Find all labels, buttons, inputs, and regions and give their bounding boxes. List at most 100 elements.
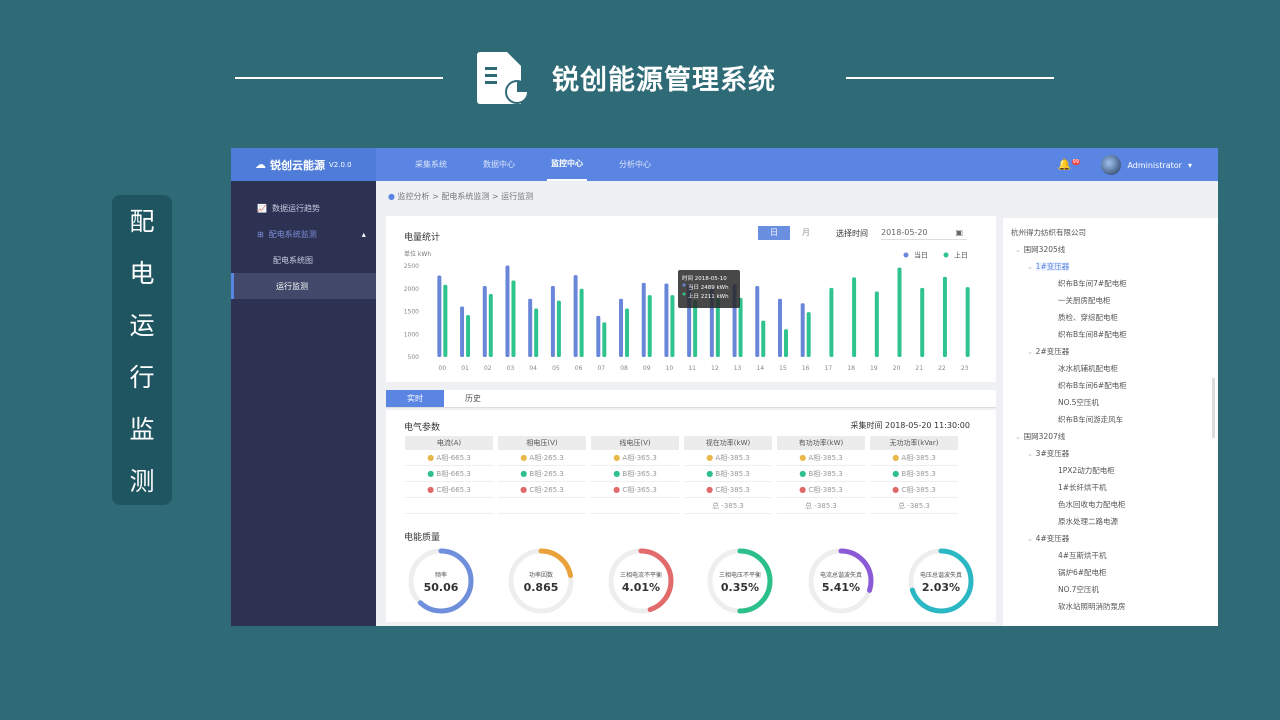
tree-node[interactable]: 1#长纤烘干机 bbox=[1058, 483, 1107, 492]
column-header: 电流(A) bbox=[405, 436, 493, 450]
bar-today-15[interactable] bbox=[777, 298, 782, 357]
legend-label[interactable]: 当日 bbox=[914, 251, 928, 260]
bar-yesterday-20[interactable] bbox=[897, 267, 902, 357]
tree-node[interactable]: 织布B车间8#配电柜 bbox=[1058, 330, 1127, 339]
tree-node[interactable]: 织布B车间游走风车 bbox=[1058, 415, 1124, 424]
user-name: Administrator bbox=[1127, 160, 1182, 170]
gauge-value: 2.03% bbox=[921, 581, 961, 594]
bar-yesterday-19[interactable] bbox=[874, 291, 879, 357]
bar-yesterday-18[interactable] bbox=[852, 277, 857, 357]
sidebar-item-diagram[interactable]: 配电系统图 bbox=[273, 255, 313, 265]
bar-yesterday-00[interactable] bbox=[443, 284, 448, 357]
table-cell: ● A相-665.3 bbox=[405, 450, 493, 466]
tree-node[interactable]: 4#互斯烘干机 bbox=[1058, 551, 1107, 560]
tree-node[interactable]: ⌄ 1#变压器 bbox=[1027, 262, 1070, 271]
bar-today-09[interactable] bbox=[641, 282, 646, 357]
bar-yesterday-01[interactable] bbox=[466, 315, 471, 357]
document-chart-icon bbox=[477, 52, 529, 104]
bar-yesterday-21[interactable] bbox=[920, 287, 925, 357]
bar-yesterday-07[interactable] bbox=[602, 322, 607, 357]
bar-yesterday-06[interactable] bbox=[579, 288, 584, 357]
gauge-ring bbox=[908, 548, 974, 614]
table-cell: ● B相-665.3 bbox=[405, 466, 493, 482]
nav-monitor[interactable]: 监控中心 bbox=[547, 148, 587, 181]
tree-node[interactable]: 织布B车间6#配电柜 bbox=[1058, 381, 1127, 390]
collect-time: 采集时间 2018-05-20 11:30:00 bbox=[850, 421, 970, 430]
bar-today-00[interactable] bbox=[437, 275, 442, 357]
bar-today-02[interactable] bbox=[482, 286, 487, 357]
bell-icon[interactable]: 🔔99 bbox=[1057, 158, 1080, 171]
tree-scrollbar[interactable] bbox=[1212, 378, 1215, 438]
table-cell: ● C相-385.3 bbox=[777, 482, 865, 498]
bar-yesterday-03[interactable] bbox=[511, 280, 516, 357]
gauge-label: 功率因数 bbox=[528, 572, 553, 579]
tree-node[interactable]: 杭州得力纺织有限公司 bbox=[1011, 228, 1086, 237]
bar-today-08[interactable] bbox=[619, 298, 624, 357]
tree-node[interactable]: 织布B车间7#配电柜 bbox=[1058, 279, 1127, 288]
calendar-icon: ▣ bbox=[955, 228, 963, 237]
tree-node[interactable]: NO.5空压机 bbox=[1058, 398, 1099, 407]
user-menu[interactable]: Administrator ▾ bbox=[1101, 155, 1192, 175]
tree-node[interactable]: 锅炉6#配电柜 bbox=[1058, 568, 1107, 577]
nav-data[interactable]: 数据中心 bbox=[483, 160, 515, 169]
bar-today-16[interactable] bbox=[800, 303, 805, 357]
tree-node[interactable]: ⌄ 国网3205线 bbox=[1015, 245, 1066, 254]
bar-yesterday-05[interactable] bbox=[556, 300, 561, 357]
tree-node[interactable]: ⌄ 3#变压器 bbox=[1027, 449, 1070, 458]
tree-node[interactable]: ⌄ 2#变压器 bbox=[1027, 347, 1070, 356]
month-button[interactable]: 月 bbox=[802, 228, 810, 237]
top-bar: ☁ 锐创云能源 V2.0.0 采集系统 数据中心 监控中心 分析中心 🔔99 Adm… bbox=[231, 148, 1218, 181]
day-button[interactable]: 日 bbox=[758, 226, 790, 240]
bar-today-05[interactable] bbox=[550, 286, 555, 357]
sidebar-item-trend[interactable]: 📈 数据运行趋势 bbox=[231, 195, 376, 221]
sidebar-item-running[interactable]: 运行监测 bbox=[231, 273, 376, 299]
nav-analysis[interactable]: 分析中心 bbox=[619, 160, 651, 169]
chevron-down-icon: ⌄ bbox=[1027, 347, 1036, 356]
x-tick-label: 20 bbox=[893, 365, 901, 372]
legend-label[interactable]: 上日 bbox=[954, 251, 968, 260]
tree-node[interactable]: NO.7空压机 bbox=[1058, 585, 1099, 594]
tree-node[interactable]: 一关厨房配电柜 bbox=[1058, 296, 1111, 305]
bar-yesterday-15[interactable] bbox=[783, 329, 788, 357]
bar-yesterday-02[interactable] bbox=[488, 293, 493, 357]
tab-history[interactable]: 历史 bbox=[465, 394, 481, 403]
gauge-label: 电流总谐波失真 bbox=[819, 572, 862, 579]
tree-node[interactable]: 色水回收电力配电柜 bbox=[1058, 500, 1126, 509]
bar-yesterday-09[interactable] bbox=[647, 295, 652, 357]
bar-yesterday-23[interactable] bbox=[965, 287, 970, 357]
bar-yesterday-08[interactable] bbox=[625, 308, 630, 357]
table-row: ● B相-665.3 ● B相-265.3 ● B相-365.3 ● B相-385.3… bbox=[405, 466, 958, 482]
tree-node[interactable]: 质检、穿综配电柜 bbox=[1058, 313, 1118, 322]
table-cell-total: 总 -385.3 bbox=[870, 498, 958, 514]
app-logo[interactable]: ☁ 锐创云能源 V2.0.0 bbox=[231, 148, 376, 181]
gauge-ring bbox=[408, 548, 474, 614]
bar-yesterday-14[interactable] bbox=[761, 320, 766, 357]
bar-today-06[interactable] bbox=[573, 275, 578, 357]
bar-yesterday-22[interactable] bbox=[942, 276, 947, 357]
bar-today-10[interactable] bbox=[664, 283, 669, 357]
tree-node[interactable]: 冰水机辅机配电柜 bbox=[1058, 364, 1118, 373]
nav-collect[interactable]: 采集系统 bbox=[415, 160, 447, 169]
bar-yesterday-11[interactable] bbox=[693, 300, 698, 357]
bar-yesterday-13[interactable] bbox=[738, 297, 743, 357]
bar-yesterday-12[interactable] bbox=[715, 297, 720, 357]
tree-node[interactable]: 软水站照明消防泵房 bbox=[1058, 602, 1126, 611]
bar-today-07[interactable] bbox=[596, 315, 601, 357]
tab-realtime[interactable]: 实时 bbox=[386, 390, 444, 407]
date-picker[interactable]: 2018-05-20 ▣ bbox=[881, 225, 967, 240]
tree-node[interactable]: ⌄ 国网3207线 bbox=[1015, 432, 1066, 441]
bar-today-04[interactable] bbox=[528, 298, 533, 357]
bar-yesterday-16[interactable] bbox=[806, 312, 811, 357]
bar-yesterday-17[interactable] bbox=[829, 287, 834, 357]
bar-yesterday-04[interactable] bbox=[534, 308, 539, 357]
bar-today-03[interactable] bbox=[505, 265, 510, 357]
bar-today-14[interactable] bbox=[755, 286, 760, 357]
bar-yesterday-10[interactable] bbox=[670, 295, 675, 357]
tree-node[interactable]: ⌄ 4#变压器 bbox=[1027, 534, 1070, 543]
bar-today-01[interactable] bbox=[460, 306, 465, 357]
tree-node[interactable]: 1PX2动力配电柜 bbox=[1058, 466, 1115, 475]
x-tick-label: 08 bbox=[620, 365, 628, 372]
sidebar-item-distribution[interactable]: ⊞ 配电系统监测 ▴ bbox=[231, 221, 376, 247]
date-value: 2018-05-20 bbox=[881, 228, 928, 237]
tree-node[interactable]: 原水处理二路电源 bbox=[1058, 517, 1118, 526]
